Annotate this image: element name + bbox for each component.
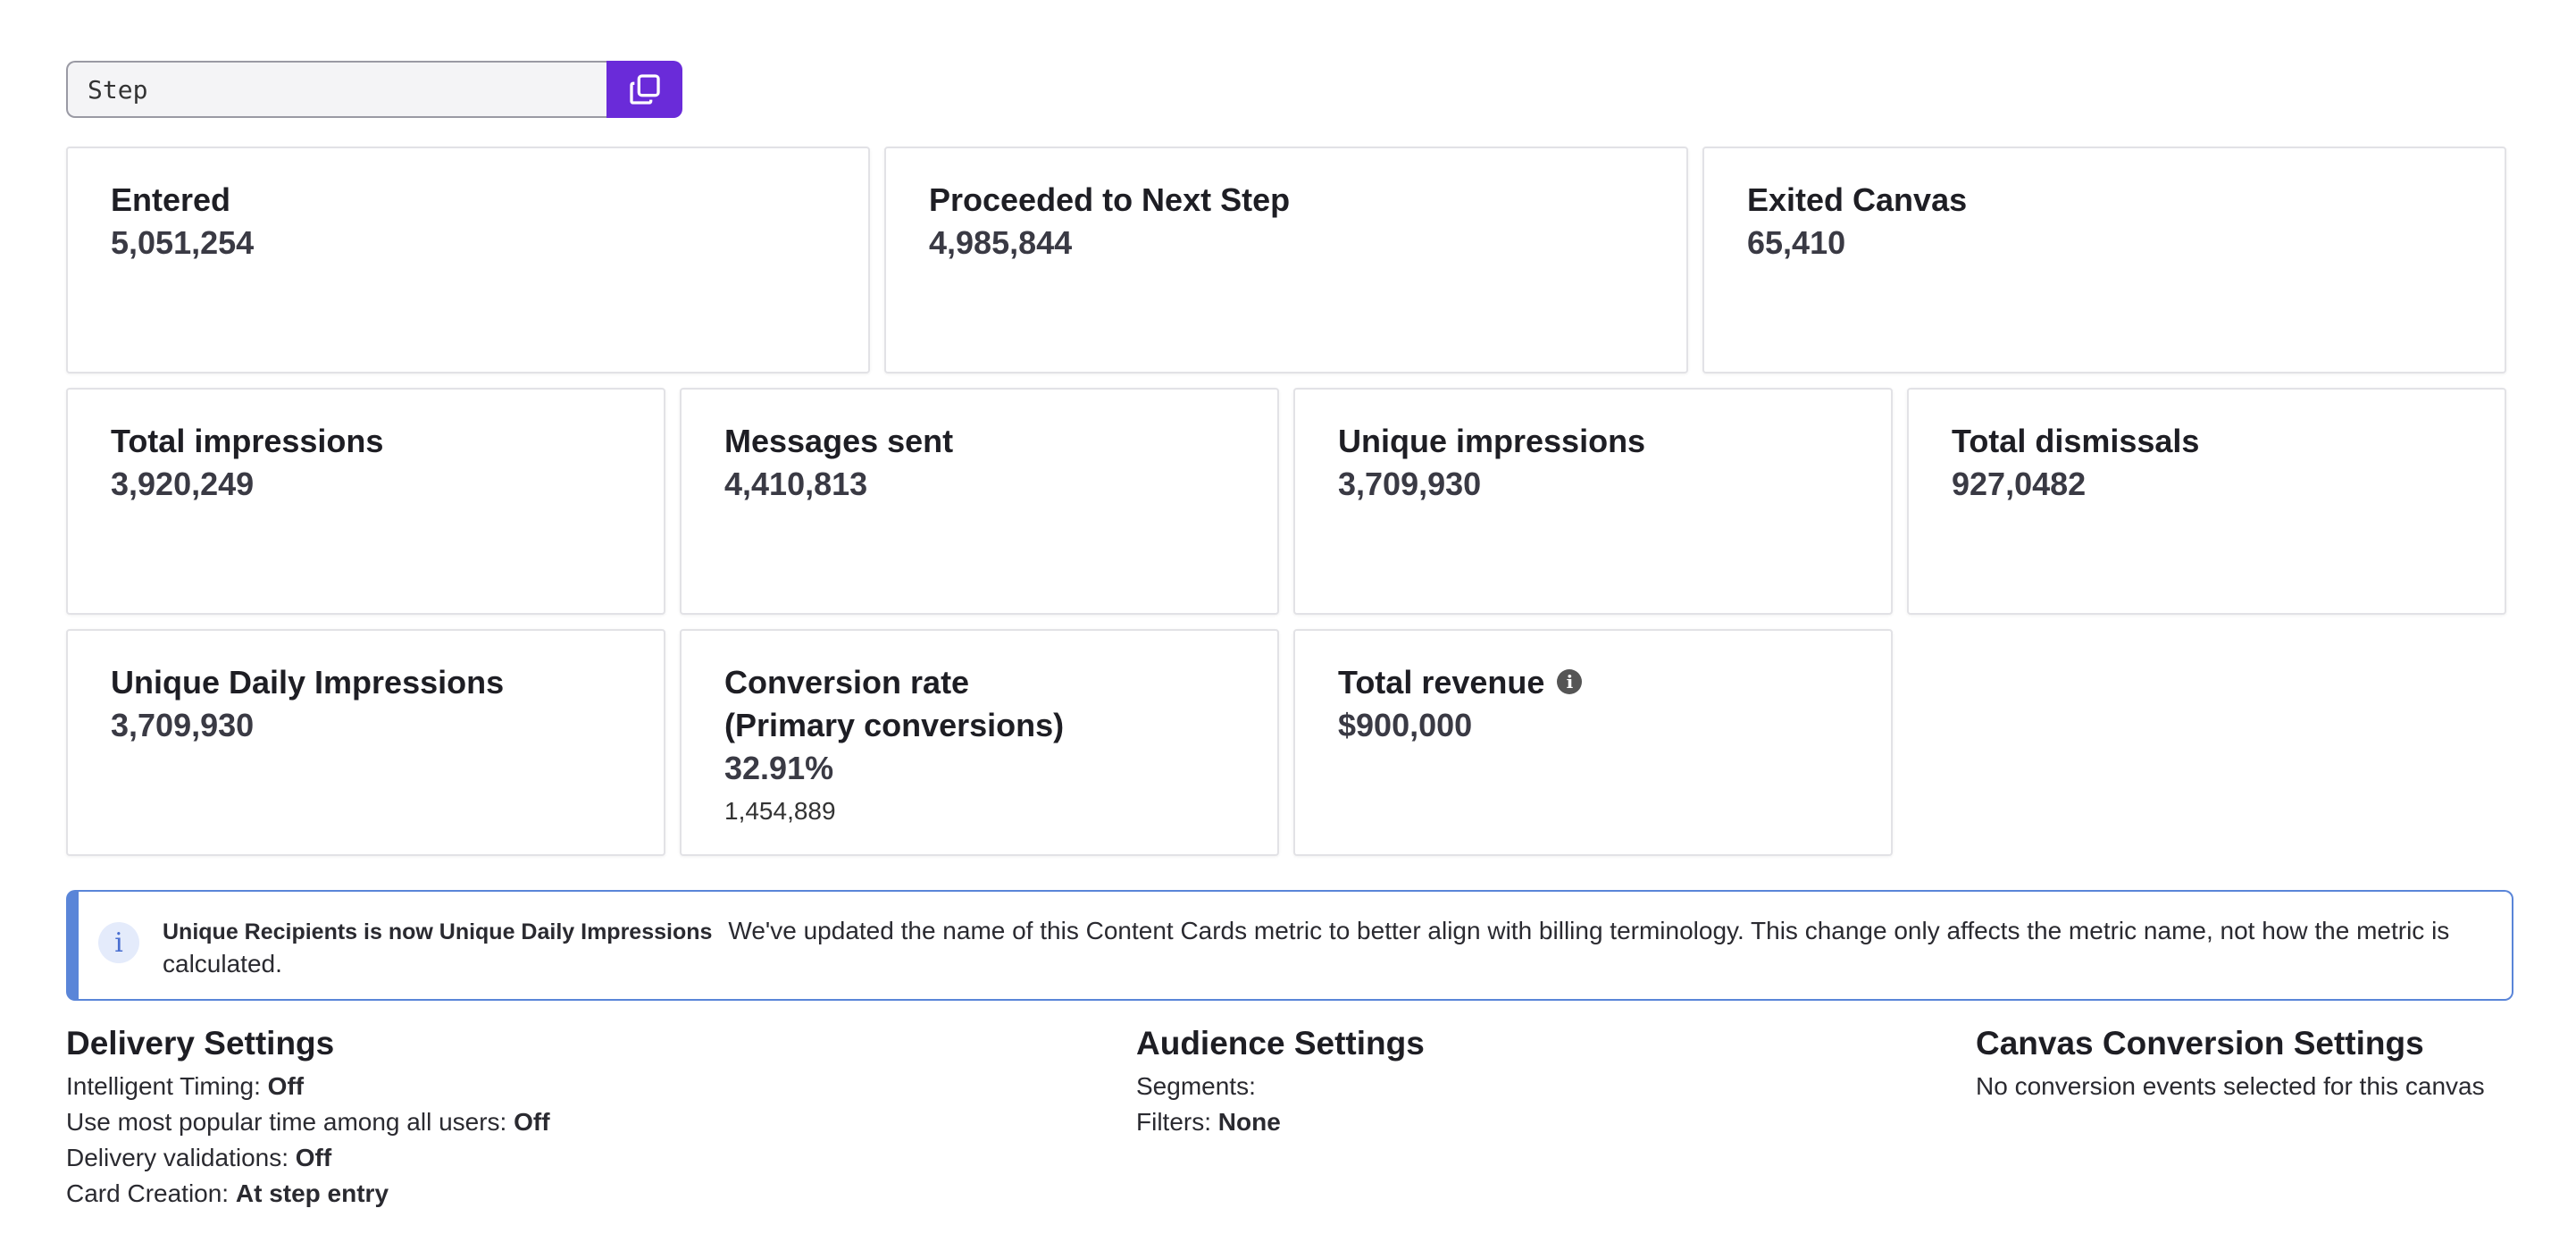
- metric-card-proceeded: Proceeded to Next Step 4,985,844: [884, 147, 1688, 373]
- metric-label: Entered: [111, 181, 231, 218]
- metric-label: Exited Canvas: [1747, 181, 1968, 218]
- metric-label: Total dismissals: [1952, 423, 2200, 459]
- info-icon[interactable]: i: [1557, 669, 1583, 695]
- metric-value: 4,410,813: [724, 466, 868, 502]
- audience-settings: Audience Settings Segments: Filters: Non…: [1136, 1020, 1425, 1140]
- metric-card-unique-impressions: Unique impressions 3,709,930: [1293, 388, 1893, 615]
- metric-label: Unique Daily Impressions: [111, 664, 505, 701]
- section-title: Canvas Conversion Settings: [1976, 1025, 2424, 1062]
- conversion-text: No conversion events selected for this c…: [1976, 1072, 2485, 1100]
- banner-message: We've updated the name of this Content C…: [163, 917, 2450, 978]
- metric-card-conversion-rate: Conversion rate (Primary conversions) 32…: [680, 629, 1279, 856]
- metric-label-row: Total revenue i: [1338, 661, 1848, 704]
- metric-subvalue: 1,454,889: [724, 797, 836, 825]
- setting-row: Intelligent Timing: Off: [66, 1072, 305, 1100]
- metric-value: 3,920,249: [111, 466, 255, 502]
- metric-card-total-dismissals: Total dismissals 927,0482: [1907, 388, 2506, 615]
- copy-icon: [629, 74, 660, 105]
- setting-row: Card Creation: At step entry: [66, 1179, 389, 1207]
- metric-label: Total impressions: [111, 423, 384, 459]
- metric-value: 5,051,254: [111, 224, 255, 261]
- step-field-group: [66, 61, 682, 118]
- metric-label: Conversion rate: [724, 664, 970, 701]
- metric-label: Messages sent: [724, 423, 954, 459]
- metric-label-secondary: (Primary conversions): [724, 707, 1065, 743]
- setting-row: Use most popular time among all users: O…: [66, 1108, 550, 1136]
- info-icon: i: [98, 922, 139, 963]
- info-banner: i Unique Recipients is now Unique Daily …: [66, 890, 2513, 1001]
- step-input[interactable]: [66, 61, 606, 118]
- section-title: Audience Settings: [1136, 1025, 1425, 1062]
- metric-card-unique-daily-impressions: Unique Daily Impressions 3,709,930: [66, 629, 665, 856]
- banner-text: Unique Recipients is now Unique Daily Im…: [163, 913, 2476, 980]
- conversion-settings: Canvas Conversion Settings No conversion…: [1976, 1020, 2485, 1104]
- metric-card-total-revenue: Total revenue i $900,000: [1293, 629, 1893, 856]
- metric-card-total-impressions: Total impressions 3,920,249: [66, 388, 665, 615]
- metric-value: 32.91%: [724, 750, 834, 786]
- metric-card-messages-sent: Messages sent 4,410,813: [680, 388, 1279, 615]
- delivery-settings: Delivery Settings Intelligent Timing: Of…: [66, 1020, 550, 1212]
- metric-value: 3,709,930: [111, 707, 255, 743]
- setting-row: Filters: None: [1136, 1108, 1281, 1136]
- metric-value: $900,000: [1338, 707, 1473, 743]
- setting-row: Segments:: [1136, 1072, 1256, 1100]
- metric-label: Total revenue: [1338, 664, 1545, 701]
- metric-card-entered: Entered 5,051,254: [66, 147, 870, 373]
- metric-label: Unique impressions: [1338, 423, 1646, 459]
- setting-row: Delivery validations: Off: [66, 1144, 332, 1171]
- metric-label: Proceeded to Next Step: [929, 181, 1291, 218]
- metric-value: 3,709,930: [1338, 466, 1482, 502]
- copy-button[interactable]: [606, 61, 682, 118]
- metric-value: 4,985,844: [929, 224, 1073, 261]
- metric-card-exited: Exited Canvas 65,410: [1702, 147, 2506, 373]
- metric-value: 927,0482: [1952, 466, 2087, 502]
- banner-title: Unique Recipients is now Unique Daily Im…: [163, 919, 713, 944]
- section-title: Delivery Settings: [66, 1025, 335, 1062]
- metric-value: 65,410: [1747, 224, 1846, 261]
